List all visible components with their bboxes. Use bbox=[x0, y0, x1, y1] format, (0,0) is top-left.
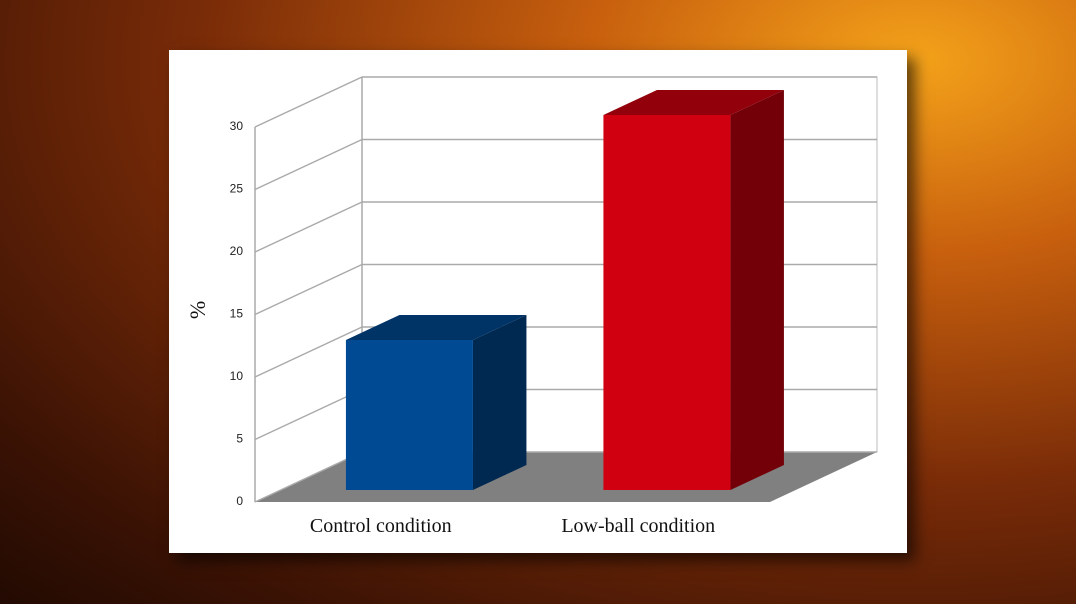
x-tick-label: Low-ball condition bbox=[561, 515, 715, 537]
y-tick-label: 5 bbox=[236, 432, 243, 446]
bar-top bbox=[603, 90, 784, 115]
bar-side bbox=[472, 315, 527, 490]
grid-line bbox=[254, 388, 363, 441]
grid-line bbox=[254, 263, 363, 316]
grid-line bbox=[254, 201, 363, 253]
y-tick-label: 30 bbox=[230, 119, 244, 133]
y-tick-label: 0 bbox=[236, 494, 243, 508]
y-tick-label: 15 bbox=[230, 307, 244, 321]
grid-line bbox=[254, 76, 363, 128]
y-tick-label: 25 bbox=[230, 182, 244, 196]
y-tick-label: 10 bbox=[230, 369, 244, 383]
grid-line bbox=[254, 451, 363, 503]
x-tick-label: Control condition bbox=[310, 515, 452, 537]
bar-side bbox=[730, 90, 784, 490]
bar-top bbox=[345, 315, 527, 340]
bar bbox=[345, 340, 473, 490]
y-tick-label: 20 bbox=[230, 244, 244, 258]
grid-line bbox=[254, 326, 363, 378]
y-axis-label: % bbox=[185, 301, 210, 319]
bar bbox=[603, 115, 731, 490]
grid-line bbox=[254, 138, 363, 191]
